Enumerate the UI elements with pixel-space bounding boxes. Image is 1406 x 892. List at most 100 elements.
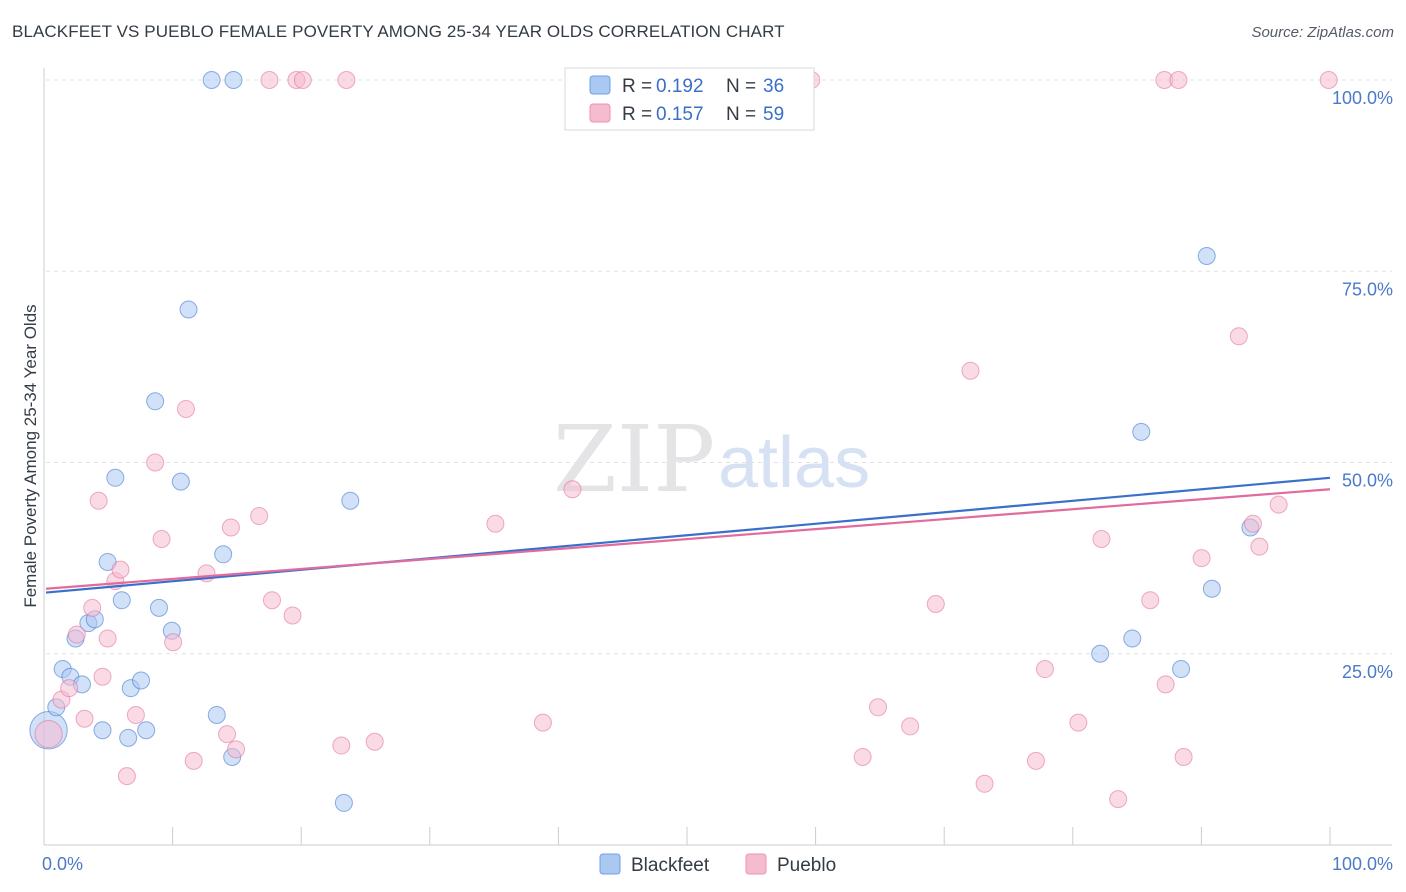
data-point-pueblo (1069, 713, 1088, 732)
trend-line-pueblo (45, 488, 1331, 590)
x-tick-labels: 0.0% 100.0% (42, 854, 1393, 874)
legend-r-label: R = (622, 76, 652, 97)
data-point-pueblo (1243, 514, 1262, 533)
legend-n-label: N = (726, 76, 756, 97)
data-point-pueblo (260, 71, 279, 89)
data-point-pueblo (89, 491, 108, 510)
data-point-blackfeet (1197, 246, 1216, 265)
data-point-pueblo (1174, 748, 1193, 767)
legend-r-value: 0.192 (656, 76, 704, 97)
data-points (29, 71, 1338, 812)
data-point-pueblo (1141, 591, 1160, 610)
data-point-pueblo (75, 709, 94, 728)
legend: R = 0.192 N = 36 R = 0.157 N = 59 (564, 67, 815, 131)
legend-n-label: N = (726, 104, 756, 125)
data-point-pueblo (184, 751, 203, 770)
data-point-pueblo (1109, 790, 1128, 809)
data-point-blackfeet (132, 671, 151, 690)
watermark-atlas: atlas (718, 423, 870, 503)
data-point-blackfeet (179, 300, 198, 319)
data-point-pueblo (293, 71, 312, 89)
data-point-blackfeet (106, 468, 125, 487)
data-point-blackfeet (1132, 422, 1151, 441)
data-point-pueblo (975, 774, 994, 793)
legend-swatch-pueblo (589, 103, 611, 123)
y-tick-labels: 25.0% 50.0% 75.0% 100.0% (1332, 88, 1393, 682)
trend-lines (45, 476, 1331, 594)
legend-r-label: R = (622, 104, 652, 125)
data-point-blackfeet (334, 793, 353, 812)
y-tick-label: 100.0% (1332, 88, 1393, 108)
data-point-pueblo (98, 629, 117, 648)
data-point-blackfeet (112, 591, 131, 610)
data-point-pueblo (164, 633, 183, 652)
data-point-pueblo (126, 705, 145, 724)
legend-r-value: 0.157 (656, 104, 704, 125)
data-point-pueblo (152, 530, 171, 548)
bottom-legend-swatch-blackfeet (599, 853, 621, 875)
data-point-pueblo (365, 732, 384, 751)
data-point-blackfeet (93, 721, 112, 740)
data-point-pueblo (961, 361, 980, 380)
data-point-pueblo (1035, 660, 1054, 679)
data-point-pueblo (1319, 71, 1338, 89)
data-point-pueblo (146, 453, 165, 472)
data-point-pueblo (83, 598, 102, 617)
data-point-pueblo (926, 595, 945, 614)
data-point-pueblo (853, 748, 872, 767)
bottom-legend-swatch-pueblo (745, 853, 767, 875)
data-point-pueblo (486, 514, 505, 533)
data-point-pueblo (1250, 537, 1269, 556)
chart-title: BLACKFEET VS PUEBLO FEMALE POVERTY AMONG… (12, 22, 785, 41)
data-point-pueblo (262, 591, 281, 610)
legend-n-value: 59 (763, 104, 784, 125)
data-point-pueblo (227, 740, 246, 759)
data-point-blackfeet (149, 598, 168, 617)
data-point-blackfeet (341, 491, 360, 510)
data-point-blackfeet (119, 728, 138, 747)
x-tick-label: 100.0% (1332, 854, 1393, 874)
data-point-blackfeet (1091, 644, 1110, 663)
data-point-pueblo (1229, 327, 1248, 346)
data-point-blackfeet (224, 71, 243, 89)
data-point-pueblo (67, 625, 86, 644)
data-point-pueblo (60, 679, 79, 698)
data-point-pueblo (533, 713, 552, 732)
y-tick-label: 25.0% (1342, 662, 1393, 682)
grid-lines (46, 79, 1392, 655)
watermark-zip: ZIP (553, 406, 715, 513)
data-point-blackfeet (137, 721, 156, 740)
data-point-blackfeet (202, 71, 221, 89)
x-tick-label: 0.0% (42, 854, 83, 874)
data-point-pueblo (1092, 530, 1111, 548)
data-point-pueblo (332, 736, 351, 755)
data-point-pueblo (1192, 549, 1211, 568)
data-point-pueblo (117, 767, 136, 786)
y-tick-label: 75.0% (1342, 279, 1393, 299)
data-point-blackfeet (1123, 629, 1142, 648)
legend-swatch-blackfeet (589, 75, 611, 95)
data-point-blackfeet (146, 392, 165, 411)
bottom-legend-label: Blackfeet (631, 855, 710, 876)
legend-n-value: 36 (763, 76, 784, 97)
y-tick-label: 50.0% (1342, 471, 1393, 491)
data-point-pueblo (34, 719, 63, 749)
data-point-pueblo (93, 667, 112, 686)
data-point-pueblo (1269, 495, 1288, 514)
data-point-blackfeet (207, 705, 226, 724)
bottom-legend-label: Pueblo (777, 855, 836, 876)
data-point-pueblo (218, 725, 237, 744)
data-point-pueblo (221, 518, 240, 537)
data-point-pueblo (1156, 675, 1175, 694)
data-point-blackfeet (1172, 660, 1191, 679)
data-point-pueblo (111, 560, 130, 579)
trend-line-blackfeet (45, 476, 1331, 594)
source-label: Source: ZipAtlas.com (1251, 24, 1394, 41)
watermark: ZIP atlas (553, 406, 870, 513)
data-point-pueblo (176, 399, 195, 418)
data-point-pueblo (250, 507, 269, 526)
data-point-blackfeet (214, 545, 233, 564)
data-point-pueblo (563, 480, 582, 499)
data-point-pueblo (283, 606, 302, 625)
